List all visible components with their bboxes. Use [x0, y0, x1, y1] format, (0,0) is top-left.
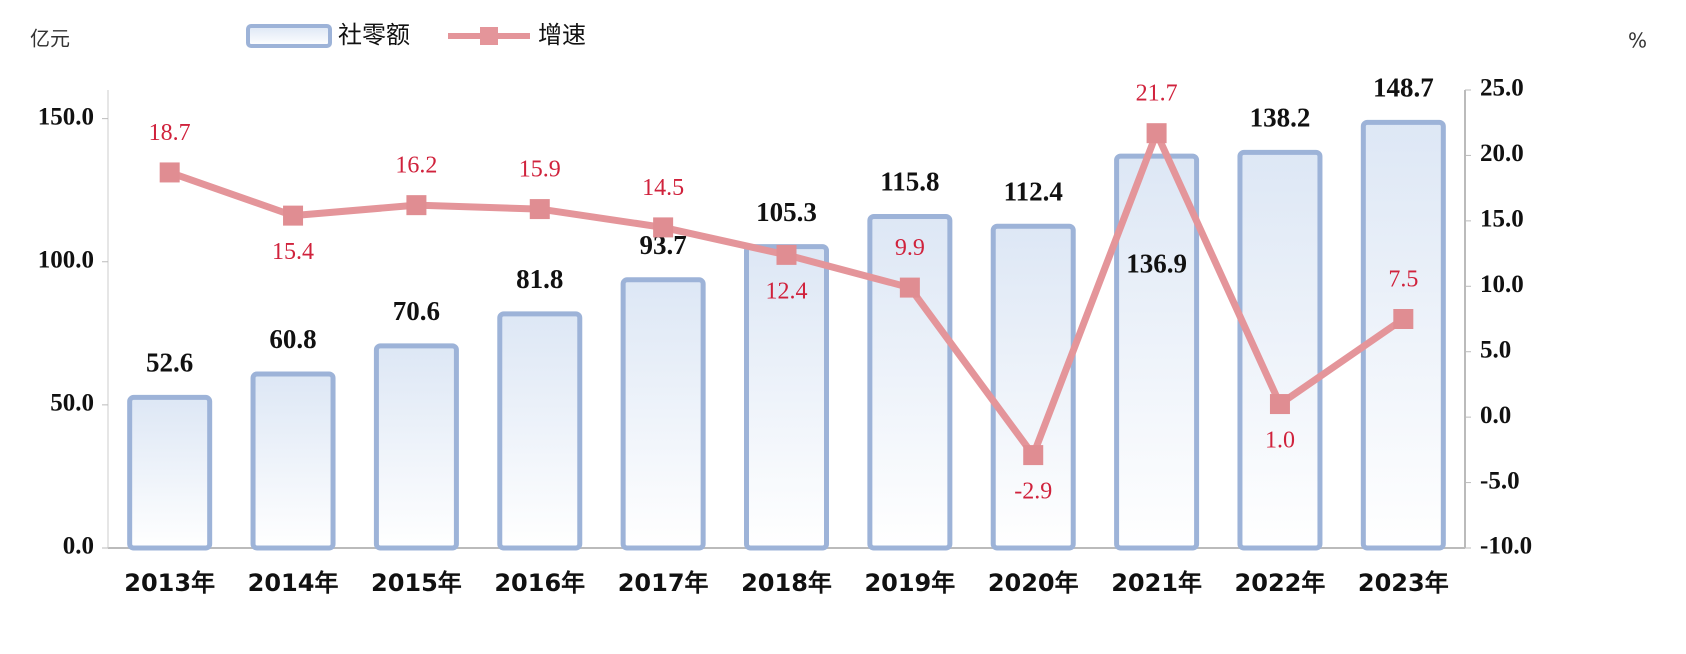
y-tick-label: 150.0 — [38, 103, 94, 130]
x-tick-label: 2015年 — [371, 569, 462, 597]
y2-tick-label: 0.0 — [1480, 402, 1511, 429]
data-label: 115.8 — [880, 167, 939, 197]
x-tick-label: 2016年 — [494, 569, 585, 597]
marker — [1393, 309, 1414, 329]
x-tick-label: 2014年 — [248, 569, 339, 597]
data-label: -2.9 — [1014, 479, 1052, 505]
data-label: 12.4 — [766, 278, 808, 304]
marker — [653, 217, 674, 238]
bar — [1360, 119, 1446, 551]
y-tick-label: 100.0 — [38, 246, 94, 273]
x-tick-label: 2021年 — [1111, 569, 1202, 597]
marker — [1023, 445, 1044, 466]
data-label: 21.7 — [1136, 81, 1178, 107]
data-label: 9.9 — [895, 235, 925, 261]
data-label: 60.8 — [269, 324, 316, 354]
y-axis-label: 亿元 — [30, 27, 70, 51]
marker — [899, 277, 920, 298]
y2-tick-label: -5.0 — [1480, 467, 1520, 494]
data-label: 18.7 — [149, 120, 191, 146]
data-label: 112.4 — [1004, 176, 1063, 206]
x-tick-label: 2018年 — [741, 569, 832, 597]
data-label: 148.7 — [1373, 73, 1434, 103]
data-label: 70.6 — [393, 296, 440, 326]
data-label: 105.3 — [756, 197, 817, 227]
bar — [990, 223, 1076, 551]
y2-tick-label: 15.0 — [1480, 206, 1524, 233]
bar — [1114, 153, 1200, 551]
marker — [283, 205, 304, 226]
x-tick-label: 2019年 — [864, 569, 955, 597]
data-label: 14.5 — [642, 175, 684, 201]
y2-tick-label: 5.0 — [1480, 336, 1511, 363]
y2-tick-label: 25.0 — [1480, 75, 1524, 102]
bar — [127, 394, 213, 551]
y2-tick-label: 10.0 — [1480, 271, 1524, 298]
marker — [159, 162, 180, 183]
y-tick-label: 0.0 — [63, 533, 94, 560]
data-label: 15.4 — [272, 239, 314, 265]
y2-tick-label: 20.0 — [1480, 140, 1524, 167]
legend-marker — [480, 27, 498, 45]
marker — [529, 199, 550, 220]
x-tick-label: 2020年 — [988, 569, 1079, 597]
x-tick-label: 2023年 — [1358, 569, 1449, 597]
data-label: 15.9 — [519, 157, 561, 183]
x-tick-label: 2013年 — [124, 569, 215, 597]
legend-label: 增速 — [538, 21, 586, 49]
data-label: 1.0 — [1265, 428, 1295, 454]
legend-bar-swatch — [246, 24, 332, 48]
x-tick-label: 2022年 — [1235, 569, 1326, 597]
data-label: 7.5 — [1388, 267, 1418, 293]
bar — [1237, 149, 1323, 551]
legend-label: 社零额 — [338, 21, 410, 49]
bar — [373, 343, 459, 551]
x-tick-label: 2017年 — [618, 569, 709, 597]
bar — [497, 311, 583, 551]
bar — [867, 214, 953, 551]
data-label: 52.6 — [146, 348, 193, 378]
marker — [1269, 394, 1290, 415]
data-label: 16.2 — [395, 153, 437, 179]
data-label: 136.9 — [1126, 248, 1187, 278]
data-label: 138.2 — [1250, 103, 1311, 133]
y2-axis-label: % — [1628, 29, 1647, 53]
data-label: 81.8 — [516, 264, 563, 294]
y-tick-label: 50.0 — [50, 390, 94, 417]
bar — [250, 371, 336, 551]
y2-tick-label: -10.0 — [1480, 533, 1532, 560]
marker — [1146, 123, 1167, 144]
bar — [620, 277, 706, 551]
marker — [406, 195, 427, 216]
marker — [776, 244, 797, 265]
